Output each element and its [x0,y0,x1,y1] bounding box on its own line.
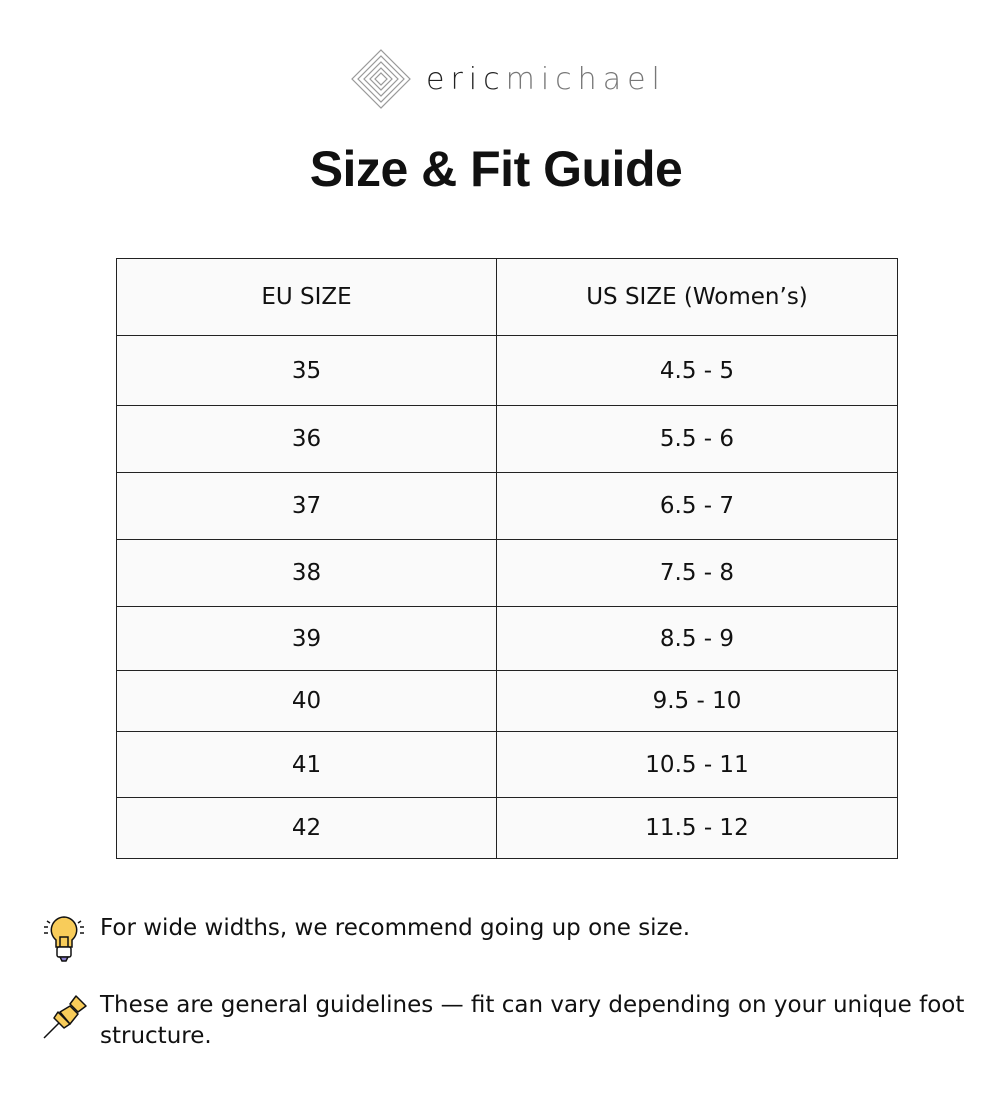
pushpin-icon [42,990,100,1052]
note-general-guidelines: These are general guidelines — fit can v… [42,990,972,1052]
table-header-row: EU SIZE US SIZE (Women’s) [116,258,898,336]
eu-size-cell: 39 [116,606,497,671]
us-size-cell: 4.5 - 5 [496,335,898,406]
table-row: 39 8.5 - 9 [116,606,898,671]
brand-name: ericmichael [426,62,666,97]
us-size-cell: 11.5 - 12 [496,797,898,859]
us-size-cell: 6.5 - 7 [496,472,898,540]
eu-size-cell: 41 [116,731,497,798]
eu-size-cell: 38 [116,539,497,607]
eu-size-cell: 37 [116,472,497,540]
eu-size-cell: 42 [116,797,497,859]
size-table: EU SIZE US SIZE (Women’s) 35 4.5 - 5 36 5.5… [116,258,898,859]
table-row: 37 6.5 - 7 [116,472,898,540]
note-wide-widths: For wide widths, we recommend going up o… [42,913,690,974]
note-text: These are general guidelines — fit can v… [100,992,965,1049]
note-text: For wide widths, we recommend going up o… [100,915,691,941]
table-row: 42 11.5 - 12 [116,797,898,859]
header-us-size: US SIZE (Women’s) [496,258,898,336]
brand-logo: ericmichael [350,48,666,110]
lightbulb-icon [42,913,100,974]
us-size-cell: 7.5 - 8 [496,539,898,607]
table-row: 41 10.5 - 11 [116,731,898,798]
eu-size-cell: 36 [116,405,497,473]
table-row: 35 4.5 - 5 [116,335,898,406]
diamond-logo-icon [351,49,411,109]
us-size-cell: 9.5 - 10 [496,670,898,732]
table-row: 36 5.5 - 6 [116,405,898,473]
us-size-cell: 10.5 - 11 [496,731,898,798]
brand-name-light: michael [505,61,666,97]
table-row: 40 9.5 - 10 [116,670,898,732]
eu-size-cell: 35 [116,335,497,406]
eu-size-cell: 40 [116,670,497,732]
us-size-cell: 8.5 - 9 [496,606,898,671]
us-size-cell: 5.5 - 6 [496,405,898,473]
table-row: 38 7.5 - 8 [116,539,898,607]
page-title: Size & Fit Guide [309,141,683,197]
brand-name-bold: eric [426,61,506,97]
header-eu-size: EU SIZE [116,258,497,336]
